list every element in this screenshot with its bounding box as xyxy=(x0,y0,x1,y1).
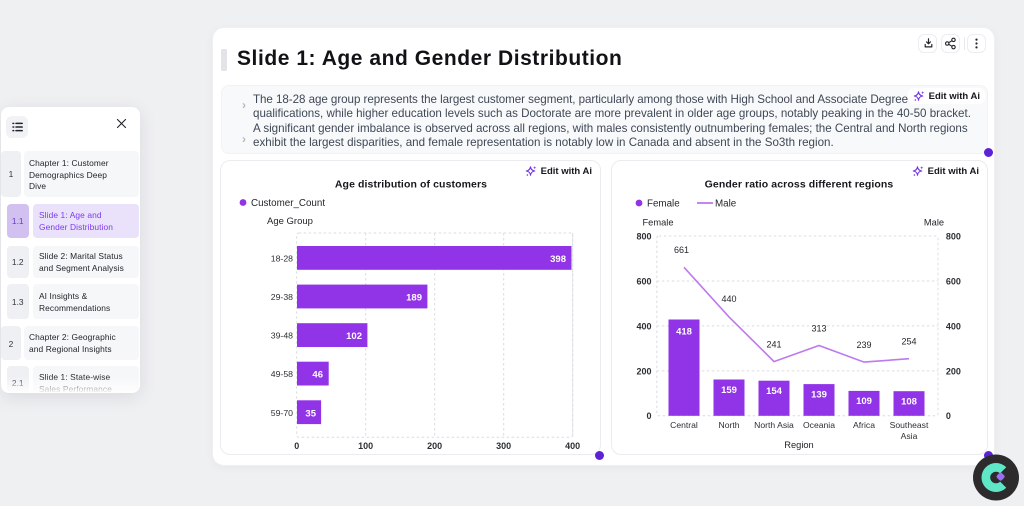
svg-text:0: 0 xyxy=(946,411,951,421)
svg-text:Age distribution of customers: Age distribution of customers xyxy=(335,179,487,191)
svg-text:Female: Female xyxy=(647,199,680,210)
svg-text:North Asia: North Asia xyxy=(754,420,794,430)
svg-text:39-48: 39-48 xyxy=(271,331,293,341)
svg-text:0: 0 xyxy=(294,441,299,451)
svg-text:49-58: 49-58 xyxy=(271,369,293,379)
svg-text:46: 46 xyxy=(312,370,323,381)
svg-text:241: 241 xyxy=(766,340,781,350)
svg-text:400: 400 xyxy=(946,321,961,331)
svg-text:North: North xyxy=(718,420,739,430)
svg-text:300: 300 xyxy=(496,441,511,451)
svg-text:Asia: Asia xyxy=(901,431,918,441)
svg-text:200: 200 xyxy=(427,441,442,451)
svg-text:440: 440 xyxy=(721,294,736,304)
svg-text:159: 159 xyxy=(721,385,737,396)
svg-text:200: 200 xyxy=(946,366,961,376)
svg-text:Age Group: Age Group xyxy=(267,216,313,227)
svg-text:Customer_Count: Customer_Count xyxy=(251,198,325,209)
svg-text:398: 398 xyxy=(550,254,566,265)
svg-text:102: 102 xyxy=(346,331,362,342)
svg-text:800: 800 xyxy=(636,232,651,242)
svg-text:600: 600 xyxy=(636,277,651,287)
svg-text:59-70: 59-70 xyxy=(271,408,293,418)
svg-text:418: 418 xyxy=(676,327,692,338)
svg-text:Male: Male xyxy=(715,199,737,210)
svg-text:Oceania: Oceania xyxy=(803,420,835,430)
svg-text:100: 100 xyxy=(358,441,373,451)
svg-text:139: 139 xyxy=(811,390,827,401)
svg-text:0: 0 xyxy=(646,411,651,421)
svg-text:35: 35 xyxy=(305,408,316,419)
svg-text:29-38: 29-38 xyxy=(271,292,293,302)
svg-text:189: 189 xyxy=(406,293,422,304)
svg-text:661: 661 xyxy=(674,245,689,255)
svg-text:800: 800 xyxy=(946,232,961,242)
svg-text:200: 200 xyxy=(636,366,651,376)
svg-text:Central: Central xyxy=(670,420,698,430)
svg-text:239: 239 xyxy=(856,340,871,350)
svg-text:Male: Male xyxy=(924,218,944,228)
svg-text:Region: Region xyxy=(784,440,813,450)
svg-text:154: 154 xyxy=(766,386,783,397)
svg-text:Female: Female xyxy=(642,218,673,228)
svg-text:400: 400 xyxy=(565,441,580,451)
svg-text:313: 313 xyxy=(811,324,826,334)
svg-text:109: 109 xyxy=(856,396,872,407)
svg-text:400: 400 xyxy=(636,321,651,331)
svg-text:108: 108 xyxy=(901,397,917,408)
svg-text:Gender ratio across different: Gender ratio across different regions xyxy=(705,179,894,191)
svg-text:Southeast: Southeast xyxy=(890,420,929,430)
svg-text:254: 254 xyxy=(901,337,916,347)
svg-text:18-28: 18-28 xyxy=(271,254,293,264)
svg-text:Africa: Africa xyxy=(853,420,875,430)
svg-text:600: 600 xyxy=(946,277,961,287)
